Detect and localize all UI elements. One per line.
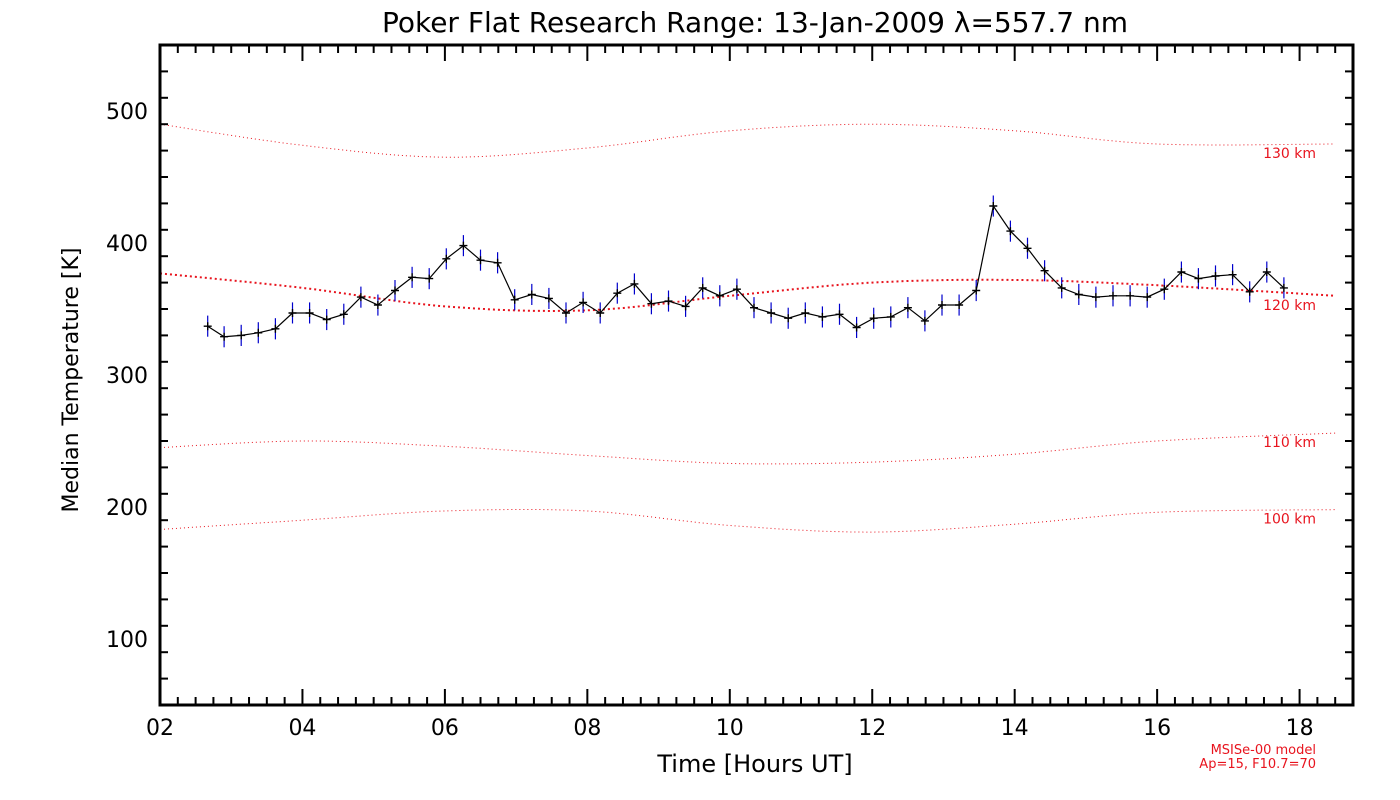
model-label-100-km: 100 km [1263,512,1316,528]
data-point [562,309,570,317]
data-series [203,195,1288,348]
data-point [1177,268,1186,276]
x-tick-label: 18 [1286,716,1314,741]
model-curves: 130 km 120 km 110 km 100 km [159,123,1336,533]
model-curve-100-km [159,509,1336,533]
x-tick-label: 04 [288,716,316,741]
data-point [1228,270,1237,279]
data-point [493,258,502,267]
x-tick-label: 16 [1143,716,1171,741]
data-point [835,310,844,319]
data-point [288,309,297,317]
model-note-line2: Ap=15, F10.7=70 [1199,757,1316,772]
data-point [596,309,605,317]
data-point [373,301,382,309]
data-point [1211,272,1220,280]
y-tick-label: 300 [106,364,148,389]
data-point [647,299,656,308]
data-point [1245,287,1254,296]
data-point [391,286,399,295]
data-point [938,301,946,309]
data-point [767,309,776,317]
data-point [732,285,741,294]
x-tick-label: 10 [716,716,744,741]
data-point [1057,283,1066,292]
data-point [630,279,639,288]
plot-frame [158,43,1355,707]
data-point [698,283,707,292]
y-tick-label: 100 [106,628,148,653]
data-point [459,241,468,250]
model-label-120-km: 120 km [1263,298,1316,314]
data-point [322,315,331,324]
y-tick-label: 200 [106,496,148,521]
data-point [305,309,314,317]
data-point [544,294,553,303]
model-curve-120-km [159,272,1336,313]
data-point [1262,268,1271,276]
data-point [1074,290,1083,299]
data-point [613,289,622,298]
data-point [715,291,724,300]
data-point [869,314,878,323]
data-point [356,293,365,302]
data-point [972,286,981,295]
data-point [339,310,348,319]
data-point [681,302,690,311]
model-curve-110-km [159,432,1336,465]
model-label-130-km: 130 km [1263,146,1316,162]
data-point [750,303,758,312]
data-point [801,309,810,317]
data-point [1279,283,1288,292]
x-tick-label: 12 [858,716,886,741]
data-point [784,314,793,323]
model-note-line1: MSISe-00 model [1211,743,1316,758]
data-point [955,301,964,309]
data-point [1040,266,1049,275]
x-tick-label: 06 [431,716,459,741]
data-point [579,298,588,307]
data-point [425,274,434,283]
data-point [527,290,536,299]
data-point [1143,293,1152,302]
y-axis-label: Median Temperature [K] [59,248,84,513]
chart-title: Poker Flat Research Range: 13-Jan-2009 λ… [382,6,1128,39]
data-point [1023,244,1032,253]
data-point [1126,291,1135,300]
model-label-110-km: 110 km [1263,435,1316,451]
data-point [1109,291,1117,300]
data-point [237,331,246,340]
data-point [271,324,280,333]
data-point [1091,293,1100,302]
data-point [510,295,519,304]
x-axis-label: Time [Hours UT] [656,750,852,778]
data-point [989,202,998,210]
data-point [886,312,895,321]
y-tick-label: 400 [106,232,148,257]
data-point [1006,227,1015,236]
data-point [920,316,929,325]
data-point [408,273,417,282]
y-tick-label: 500 [106,100,148,125]
data-point [818,312,827,321]
data-point [1160,285,1169,294]
axes: 02 04 06 08 10 12 14 16 18 100 200 300 400 500 [106,43,1355,741]
data-point [664,297,673,306]
data-point [442,254,451,263]
data-point [903,303,912,312]
x-tick-label: 08 [573,716,601,741]
data-point [476,256,485,265]
data-line [207,204,1285,338]
data-point [254,328,263,337]
x-tick-label: 02 [146,716,174,741]
data-point [220,332,229,341]
data-point [1194,274,1203,283]
x-tick-label: 14 [1001,716,1029,741]
model-curve-130-km [159,123,1336,158]
data-point [203,322,212,331]
data-point [852,323,861,332]
